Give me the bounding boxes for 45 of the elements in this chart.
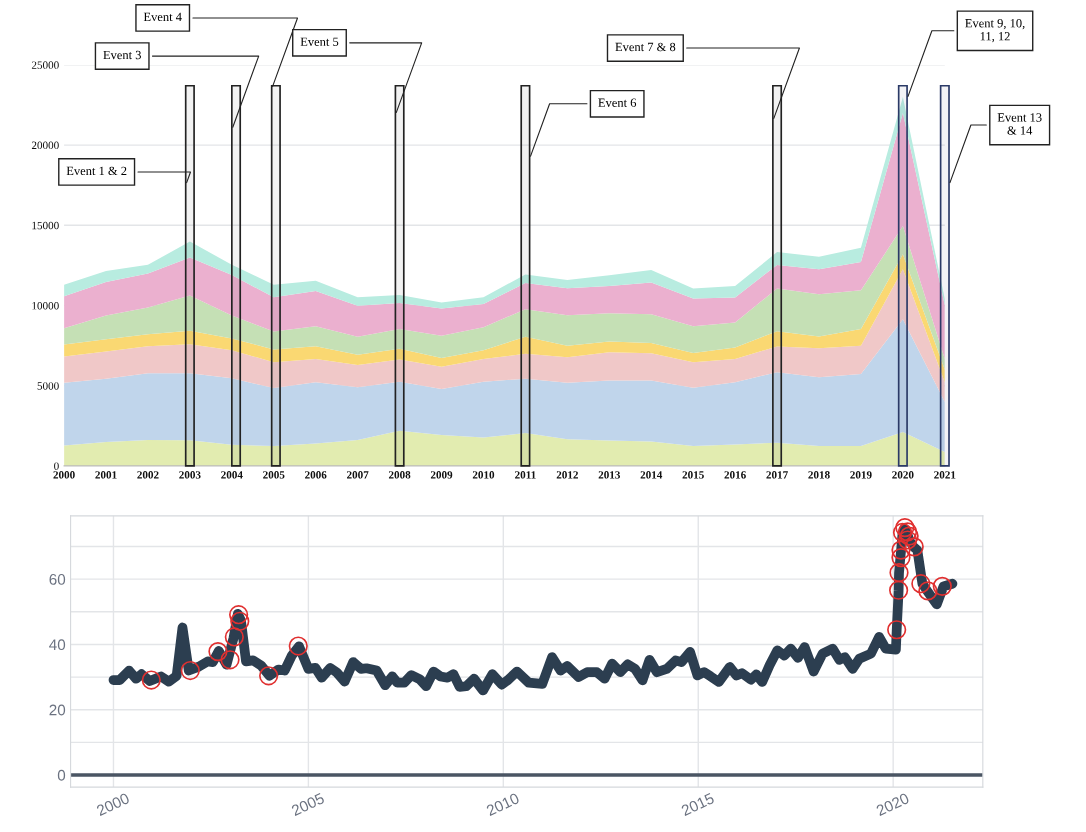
- x-tick-label: 2015: [680, 792, 715, 817]
- x-tick-label: 2011: [515, 471, 536, 479]
- y-tick-label: 20000: [31, 141, 59, 150]
- x-tick-label: 2005: [263, 471, 285, 479]
- band-label: Event 9, 10, 11, 12: [965, 18, 1025, 43]
- x-tick-label: 2004: [221, 471, 243, 479]
- x-tick-label: 2000: [53, 471, 75, 479]
- y-tick-label: 0: [54, 462, 59, 470]
- x-tick-label: 2007: [347, 471, 369, 479]
- x-tick-label: 2012: [556, 471, 578, 479]
- x-tick-label: 2009: [430, 471, 453, 479]
- x-tick-label: 2000: [95, 792, 131, 817]
- y-tick-label: 10000: [32, 301, 59, 310]
- y-tick-label: 15000: [32, 221, 59, 230]
- x-tick-label: 2003: [179, 471, 201, 479]
- x-tick-label: 2005: [290, 792, 325, 817]
- band-label: Event 4: [143, 12, 182, 22]
- x-tick-label: 2013: [598, 471, 621, 479]
- x-tick-label: 2010: [472, 471, 495, 479]
- band-label: Event 1 & 2: [66, 166, 127, 176]
- x-tick-label: 2008: [388, 471, 411, 479]
- y-tick-label: 0: [57, 769, 66, 781]
- y-tick-label: 20: [49, 704, 66, 716]
- band-label: Event 6: [598, 98, 637, 107]
- x-tick-label: 2015: [682, 471, 704, 479]
- x-tick-label: 2021: [934, 471, 956, 479]
- x-tick-label: 2010: [485, 792, 520, 817]
- x-tick-label: 2016: [724, 471, 746, 479]
- x-tick-label: 2020: [892, 471, 914, 479]
- x-tick-label: 2014: [640, 471, 663, 479]
- x-tick-label: 2017: [766, 471, 788, 479]
- x-tick-label: 2020: [875, 792, 910, 817]
- band-label: Event 3: [103, 50, 141, 60]
- x-tick-label: 2001: [95, 471, 117, 479]
- band-label: Event 13 & 14: [997, 113, 1042, 135]
- y-tick-label: 5000: [37, 382, 59, 390]
- y-tick-label: 40: [49, 639, 66, 651]
- band-label: Event 7 & 8: [615, 42, 676, 52]
- x-tick-label: 2006: [305, 471, 327, 479]
- x-tick-label: 2019: [850, 471, 872, 479]
- x-tick-label: 2018: [808, 471, 830, 479]
- band-label: Event 5: [300, 37, 339, 46]
- x-tick-label: 2002: [137, 471, 159, 479]
- y-tick-label: 60: [49, 574, 66, 585]
- y-tick-label: 25000: [31, 61, 59, 69]
